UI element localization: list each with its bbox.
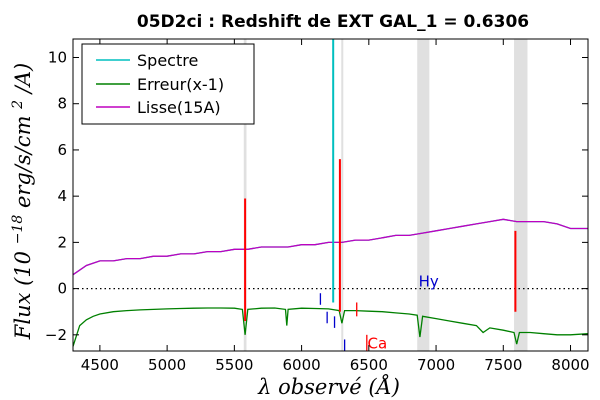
x-tick-label-0: 4500	[81, 356, 119, 374]
line-label-0: Hy	[419, 272, 439, 290]
x-tick-label-3: 6000	[282, 356, 320, 374]
x-tick-label-7: 8000	[551, 356, 589, 374]
series-line-0	[73, 218, 588, 276]
y-label-prefix: Flux (10	[11, 251, 35, 340]
y-axis-label: Flux (10 −18 erg/s/cm 2 /A)	[3, 63, 35, 340]
y-label-suffix: /A)	[11, 63, 35, 95]
y-tick-label-1: 0	[57, 280, 67, 298]
chart-title: 05D2ci : Redshift de EXT GAL_1 = 0.6306	[137, 12, 529, 32]
y-label-squared: 2	[10, 100, 26, 110]
x-tick-label-1: 5000	[148, 356, 186, 374]
y-tick-label-2: 2	[57, 233, 67, 251]
series-line-1	[73, 218, 588, 276]
telluric-band-2	[417, 39, 430, 351]
x-tick-label-5: 7000	[417, 356, 455, 374]
legend: Spectre Erreur(x-1) Lisse(15A)	[81, 43, 255, 125]
y-tick-label-0: −2	[45, 326, 67, 344]
x-tick-label-4: 6500	[350, 356, 388, 374]
x-tick-label-2: 5500	[215, 356, 253, 374]
y-label-units: erg/s/cm	[11, 116, 35, 209]
y-tick-label-6: 10	[48, 48, 67, 66]
legend-label-spectre: Spectre	[137, 51, 198, 70]
y-label-exponent: −18	[10, 215, 26, 245]
legend-label-lisse: Lisse(15A)	[137, 98, 221, 117]
legend-label-erreur: Erreur(x-1)	[137, 75, 224, 94]
x-axis-label: λ observé (Å)	[257, 374, 400, 399]
telluric-band-1	[341, 39, 344, 351]
telluric-band-0	[243, 39, 247, 351]
y-tick-label-3: 4	[57, 187, 67, 205]
plot-frame	[72, 38, 589, 352]
y-tick-label-4: 6	[57, 141, 67, 159]
x-tick-label-6: 7500	[484, 356, 522, 374]
telluric-band-3	[514, 39, 528, 351]
series-line-2	[73, 307, 588, 347]
y-tick-label-5: 8	[57, 95, 67, 113]
line-label-1: Ca	[367, 335, 387, 353]
